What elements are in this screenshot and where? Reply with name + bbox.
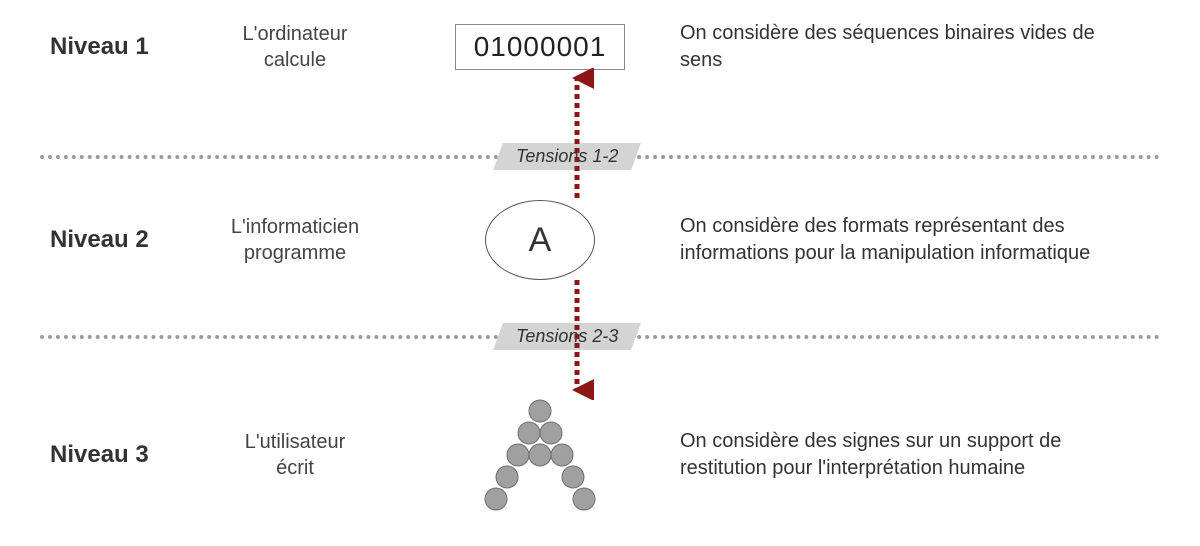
level-row-3: Niveau 3 L'utilisateur écrit On considèr… (0, 390, 1200, 520)
level-desc-3: On considère des signes sur un support d… (680, 428, 1150, 482)
tension-label-2: Tensions 2-3 (493, 323, 641, 350)
level-desc-1: On considère des séquences binaires vide… (680, 20, 1150, 74)
level-row-2: Niveau 2 L'informaticien programme A On … (0, 200, 1200, 280)
level-row-1: Niveau 1 L'ordinateur calcule 01000001 O… (0, 20, 1200, 74)
level-desc-2: On considère des formats représentant de… (680, 213, 1150, 267)
level-actor-1: L'ordinateur calcule (190, 21, 400, 73)
arrow-up-1-icon (560, 68, 594, 203)
level-symbol-3 (400, 390, 680, 520)
level-title-2: Niveau 2 (0, 226, 190, 254)
circles-letter-icon (475, 390, 605, 520)
level-symbol-1: 01000001 (400, 24, 680, 70)
level-actor-2: L'informaticien programme (190, 214, 400, 266)
binary-box: 01000001 (455, 24, 626, 70)
ellipse-letter: A (485, 200, 595, 280)
level-actor-3: L'utilisateur écrit (190, 429, 400, 481)
level-title-3: Niveau 3 (0, 441, 190, 469)
tension-label-1: Tensions 1-2 (493, 143, 641, 170)
level-symbol-2: A (400, 200, 680, 280)
level-title-1: Niveau 1 (0, 33, 190, 61)
